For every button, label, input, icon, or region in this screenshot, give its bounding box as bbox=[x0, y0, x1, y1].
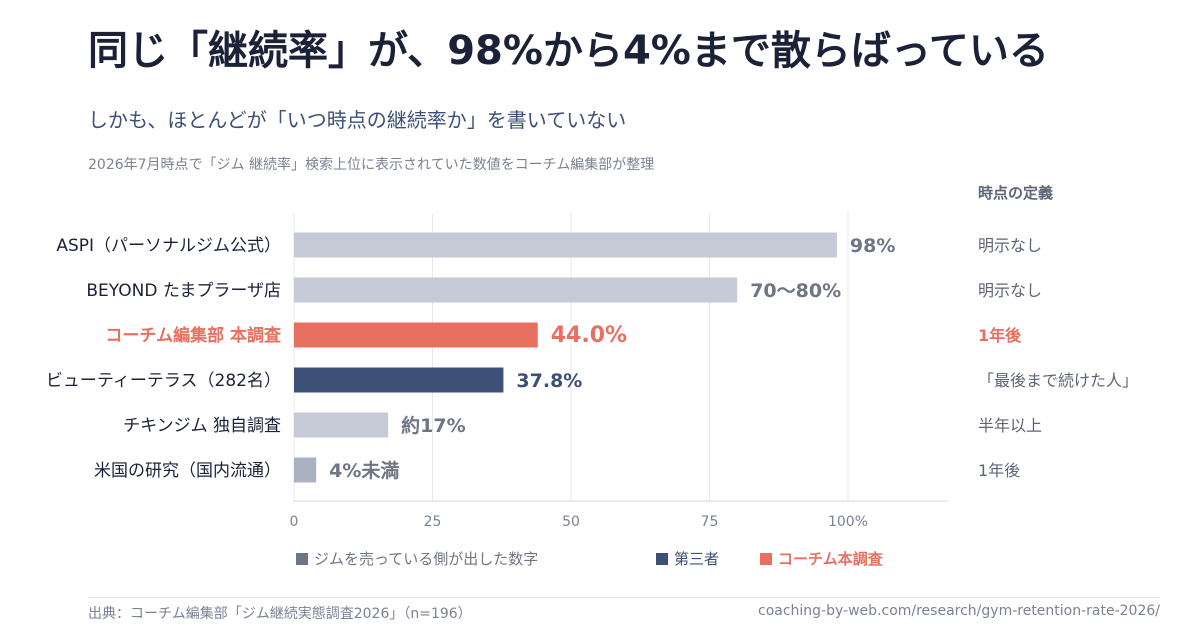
legend-swatch-self bbox=[296, 552, 308, 565]
x-tick-label: 25 bbox=[424, 514, 442, 530]
bar bbox=[294, 277, 738, 303]
definition-label: 半年以上 bbox=[978, 416, 1042, 435]
legend-swatch-own bbox=[760, 552, 772, 565]
legend-item-own: コーチム本調査 bbox=[760, 548, 883, 569]
category-label: ビューティーテラス（282名） bbox=[46, 371, 281, 391]
definition-label: 1年後 bbox=[978, 461, 1020, 480]
x-tick-label: 75 bbox=[701, 514, 719, 530]
definition-column-header: 時点の定義 bbox=[978, 184, 1054, 202]
footer-divider bbox=[88, 597, 1160, 598]
x-tick-label: 0 bbox=[290, 514, 299, 530]
definition-label: 明示なし bbox=[978, 281, 1042, 300]
data-label: 約17% bbox=[401, 414, 465, 437]
category-label: ASPI（パーソナルジム公式） bbox=[56, 236, 281, 256]
category-label: 米国の研究（国内流通） bbox=[94, 461, 281, 481]
category-label: チキンジム 独自調査 bbox=[123, 416, 281, 436]
definition-label: 1年後 bbox=[978, 326, 1022, 345]
data-label: 44.0% bbox=[551, 323, 627, 348]
legend-label-self: ジムを売っている側が出した数字 bbox=[314, 550, 539, 568]
data-note: 2026年7月時点で「ジム 継続率」検索上位に表示されていた数値をコーチム編集部… bbox=[88, 157, 655, 173]
bar bbox=[294, 457, 317, 483]
page-title: 同じ「継続率」が、98%から4%まで散らばっている bbox=[88, 28, 1049, 74]
data-label: 4%未満 bbox=[329, 459, 399, 482]
category-label: BEYOND たまプラーザ店 bbox=[86, 281, 281, 301]
page-subtitle: しかも、ほとんどが「いつ時点の継続率か」を書いていない bbox=[88, 108, 627, 132]
bar bbox=[294, 322, 538, 348]
legend-swatch-third bbox=[656, 552, 668, 565]
definition-label: 「最後まで続けた人」 bbox=[978, 371, 1138, 390]
x-tick-label: 50 bbox=[562, 514, 580, 530]
definition-label: 明示なし bbox=[978, 236, 1042, 255]
legend-label-own: コーチム本調査 bbox=[778, 550, 883, 568]
legend-item-self: ジムを売っている側が出した数字 bbox=[296, 548, 538, 569]
source-credit: 出典：コーチム編集部「ジム継続実態調査2026」（n=196） bbox=[88, 606, 472, 622]
data-label: 70〜80% bbox=[750, 280, 841, 302]
category-label: コーチム編集部 本調査 bbox=[105, 325, 282, 346]
bar bbox=[294, 232, 837, 258]
bar bbox=[294, 412, 389, 438]
x-tick-label: 100% bbox=[828, 514, 868, 530]
legend-label-third: 第三者 bbox=[674, 550, 720, 568]
data-label: 37.8% bbox=[516, 370, 582, 392]
source-url[interactable]: coaching-by-web.com/research/gym-retenti… bbox=[758, 603, 1160, 619]
data-label: 98% bbox=[850, 235, 895, 257]
bar bbox=[294, 367, 504, 393]
legend-item-third: 第三者 bbox=[656, 548, 719, 569]
